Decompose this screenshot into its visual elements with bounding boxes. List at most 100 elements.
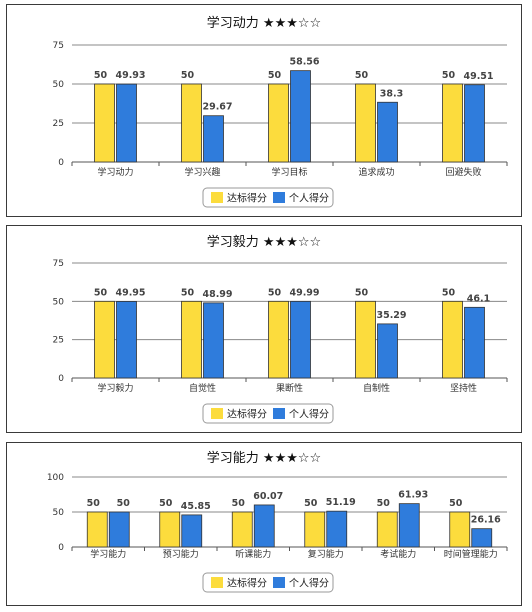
data-label: 50 (117, 498, 131, 509)
bar-personal-score (108, 511, 130, 548)
bar-chart: 学习动力 ★★★☆☆ 0 25 50 75 学习动力 50 49.93 学习兴趣 50 29.67 学… (53, 15, 508, 208)
x-category-label: 学习目标 (271, 166, 307, 178)
legend-personal-label: 个人得分 (289, 193, 329, 205)
x-category-label: 复习能力 (308, 548, 344, 560)
bar-target-score (94, 83, 115, 163)
data-label: 50 (159, 498, 173, 509)
y-tick-label: 75 (53, 41, 64, 51)
data-label: 38.3 (380, 88, 403, 99)
legend-target-swatch (211, 577, 223, 588)
bar-target-score (181, 300, 202, 379)
bar-personal-score (326, 510, 348, 548)
bar-target-score (159, 511, 181, 548)
x-category-label: 自觉性 (189, 382, 216, 394)
legend: 达标得分 个人得分 (202, 572, 334, 593)
data-label: 50 (442, 287, 456, 298)
x-category-label: 时间管理能力 (444, 548, 498, 560)
bar-personal-score (181, 514, 203, 548)
x-category-label: 学习能力 (90, 548, 126, 560)
data-label: 45.85 (181, 501, 211, 512)
bar-target-score (376, 511, 398, 548)
bar-target-score (442, 300, 463, 379)
data-label: 50 (355, 70, 369, 81)
bar-personal-score (203, 115, 224, 163)
data-label: 35.29 (376, 310, 406, 321)
data-label: 50 (181, 287, 195, 298)
legend-personal-swatch (273, 408, 285, 419)
legend-target-label: 达标得分 (227, 193, 267, 205)
chart-panel-learning-ability: 学习能力 ★★★☆☆ 0 50 100 学习能力 50 50 预习能力 50 45.85 听课能力 5… (6, 442, 522, 606)
y-tick-label: 50 (53, 508, 65, 518)
x-category-label: 自制性 (363, 382, 390, 394)
data-label: 48.99 (202, 289, 232, 300)
legend-target-swatch (211, 192, 223, 203)
data-label: 51.19 (326, 497, 356, 508)
bar-target-score (268, 300, 289, 379)
x-category-label: 预习能力 (163, 548, 199, 560)
bar-target-score (86, 511, 108, 548)
y-tick-label: 25 (53, 336, 64, 346)
legend: 达标得分 个人得分 (202, 403, 334, 424)
x-category-label: 追求成功 (358, 166, 394, 178)
y-tick-label: 0 (58, 158, 64, 168)
y-tick-label: 50 (53, 80, 65, 90)
data-label: 50 (355, 287, 369, 298)
bar-chart: 学习能力 ★★★☆☆ 0 50 100 学习能力 50 50 预习能力 50 45.85 听课能力 5… (47, 450, 508, 593)
bar-personal-score (253, 504, 275, 548)
bar-target-score (231, 511, 253, 548)
bar-personal-score (290, 300, 311, 379)
legend-personal-label: 个人得分 (289, 409, 329, 421)
x-category-label: 果断性 (276, 382, 303, 394)
data-label: 50 (268, 287, 282, 298)
bar-chart: 学习毅力 ★★★☆☆ 0 25 50 75 学习毅力 50 49.95 自觉性 50 48.99 果断… (53, 234, 508, 424)
chart-title: 学习毅力 ★★★☆☆ (207, 234, 321, 250)
bar-personal-score (290, 70, 311, 163)
y-tick-label: 75 (53, 259, 64, 269)
data-label: 50 (181, 70, 195, 81)
x-category-label: 坚持性 (450, 382, 477, 394)
x-category-label: 回避失败 (445, 166, 481, 178)
legend-box (202, 572, 334, 593)
data-label: 29.67 (202, 102, 232, 113)
bar-personal-score (203, 302, 224, 379)
data-label: 50 (449, 498, 463, 509)
x-category-label: 听课能力 (235, 548, 271, 560)
bar-personal-score (464, 306, 485, 379)
data-label: 49.93 (115, 70, 145, 81)
x-category-label: 学习兴趣 (184, 166, 220, 178)
bar-personal-score (116, 301, 137, 379)
data-label: 50 (304, 498, 318, 509)
data-label: 50 (442, 70, 456, 81)
chart-panel-learning-motivation: 学习动力 ★★★☆☆ 0 25 50 75 学习动力 50 49.93 学习兴趣 50 29.67 学… (6, 4, 522, 217)
bar-personal-score (377, 323, 398, 379)
chart-panel-learning-perseverance: 学习毅力 ★★★☆☆ 0 25 50 75 学习毅力 50 49.95 自觉性 50 48.99 果断… (6, 225, 522, 433)
data-label: 50 (94, 70, 108, 81)
bar-personal-score (398, 503, 420, 548)
bar-personal-score (116, 83, 137, 163)
y-tick-label: 25 (53, 119, 64, 129)
legend-box (202, 403, 334, 424)
legend: 达标得分 个人得分 (202, 187, 334, 208)
legend-box (202, 187, 334, 208)
data-label: 46.1 (467, 293, 490, 304)
bar-target-score (442, 83, 463, 163)
data-label: 50 (87, 498, 101, 509)
y-tick-label: 0 (58, 543, 64, 553)
chart-title: 学习能力 ★★★☆☆ (207, 450, 321, 466)
x-category-label: 考试能力 (380, 548, 416, 560)
bar-target-score (94, 300, 115, 379)
data-label: 61.93 (398, 490, 428, 501)
data-label: 26.16 (471, 515, 501, 526)
bar-target-score (268, 83, 289, 163)
x-category-label: 学习毅力 (97, 382, 133, 394)
data-label: 50 (268, 70, 282, 81)
bar-target-score (355, 300, 376, 379)
y-tick-label: 50 (53, 297, 65, 307)
data-label: 50 (377, 498, 391, 509)
x-category-label: 学习动力 (97, 166, 133, 178)
data-label: 58.56 (289, 57, 319, 68)
bar-personal-score (377, 101, 398, 163)
bar-target-score (355, 83, 376, 163)
data-label: 49.95 (115, 287, 145, 298)
legend-personal-swatch (273, 577, 285, 588)
